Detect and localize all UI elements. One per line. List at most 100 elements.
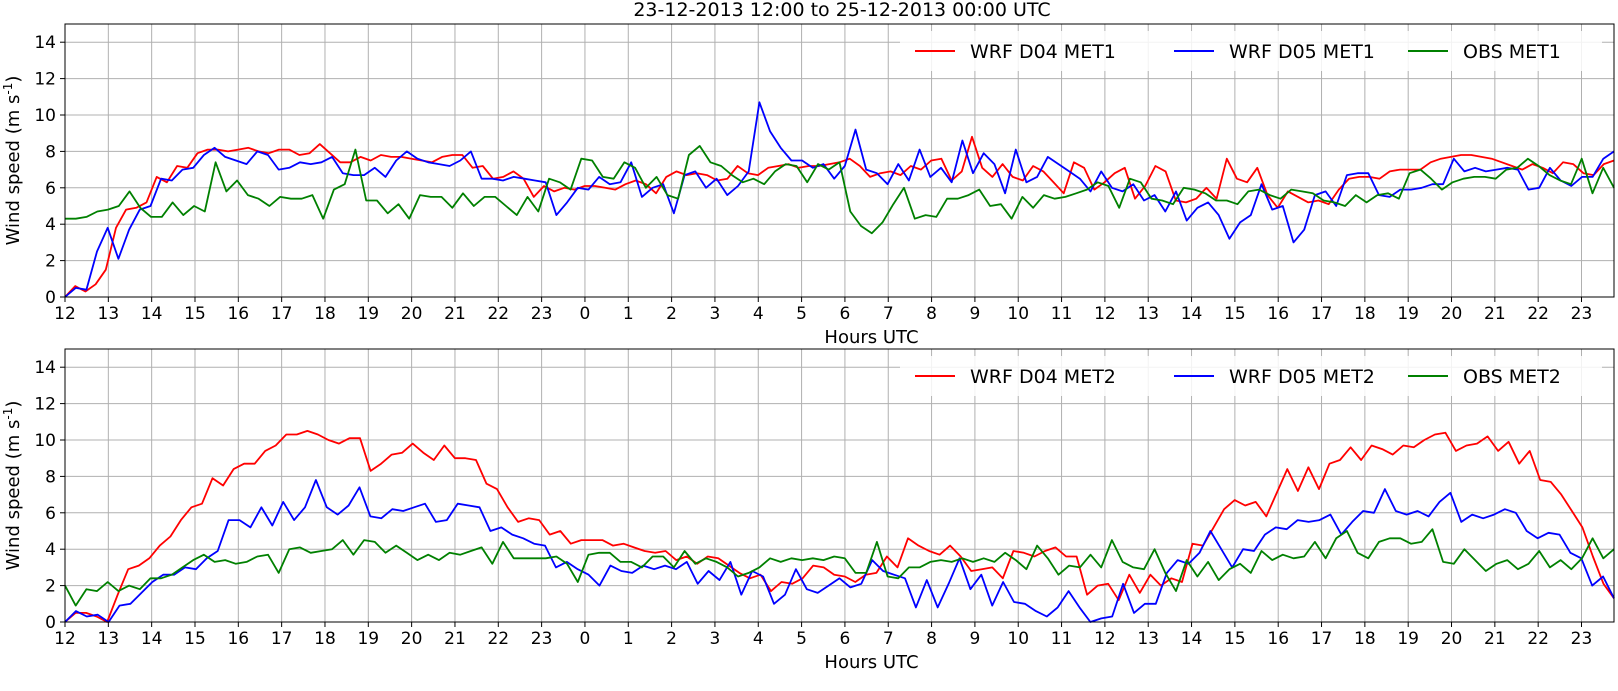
x-tick-label: 10	[1007, 304, 1029, 324]
y-axis-label: Wind speed (m s-1)	[1, 401, 24, 571]
y-tick-label: 6	[45, 504, 56, 524]
x-tick-label: 5	[796, 629, 807, 649]
x-tick-label: 0	[580, 629, 591, 649]
x-tick-label: 18	[314, 304, 336, 324]
x-tick-label: 17	[271, 304, 293, 324]
x-tick-label: 13	[1137, 304, 1159, 324]
x-tick-label: 13	[98, 629, 120, 649]
x-tick-label: 22	[1527, 304, 1549, 324]
x-tick-label: 6	[840, 629, 851, 649]
x-tick-label: 9	[969, 304, 980, 324]
x-tick-label: 15	[184, 629, 206, 649]
y-tick-label: 10	[34, 431, 56, 451]
y-tick-label: 8	[45, 142, 56, 162]
y-tick-label: 6	[45, 179, 56, 199]
x-axis-label: Hours UTC	[824, 327, 918, 348]
x-tick-label: 20	[1441, 629, 1463, 649]
y-tick-label: 8	[45, 467, 56, 487]
y-tick-label: 12	[34, 395, 56, 415]
y-tick-label: 12	[34, 70, 56, 90]
x-tick-label: 13	[1137, 629, 1159, 649]
legend-label-3: OBS MET2	[1463, 366, 1561, 388]
legend: WRF D04 MET1 WRF D05 MET1 OBS MET1	[900, 31, 1602, 71]
x-tick-label: 21	[444, 304, 466, 324]
x-tick-label: 23	[531, 629, 553, 649]
x-tick-label: 9	[969, 629, 980, 649]
x-tick-label: 12	[54, 304, 76, 324]
x-tick-label: 2	[666, 304, 677, 324]
x-tick-label: 19	[357, 304, 379, 324]
x-tick-label: 15	[1224, 304, 1246, 324]
x-tick-label: 22	[1527, 629, 1549, 649]
plot-frame	[64, 23, 1615, 298]
x-tick-label: 1	[623, 629, 634, 649]
x-tick-label: 0	[580, 304, 591, 324]
legend-label-1: WRF D04 MET2	[970, 366, 1116, 388]
x-tick-label: 11	[1051, 304, 1073, 324]
x-tick-label: 23	[531, 304, 553, 324]
x-tick-label: 1	[623, 304, 634, 324]
x-tick-label: 5	[796, 304, 807, 324]
y-tick-label: 4	[45, 215, 56, 235]
x-tick-label: 18	[1354, 629, 1376, 649]
legend-label-2: WRF D05 MET1	[1229, 41, 1375, 63]
x-tick-label: 4	[753, 304, 764, 324]
x-tick-label: 21	[444, 629, 466, 649]
x-tick-label: 12	[54, 629, 76, 649]
series-line-3	[64, 528, 1615, 607]
x-tick-label: 20	[401, 629, 423, 649]
x-tick-label: 8	[926, 629, 937, 649]
x-tick-label: 17	[1311, 629, 1333, 649]
plot-frame	[64, 348, 1615, 623]
x-tick-label: 2	[666, 629, 677, 649]
x-tick-label: 4	[753, 629, 764, 649]
x-tick-label: 6	[840, 304, 851, 324]
y-tick-label: 14	[34, 358, 56, 378]
x-tick-label: 14	[1181, 629, 1203, 649]
x-tick-label: 16	[227, 304, 249, 324]
legend-label-1: WRF D04 MET1	[970, 41, 1116, 63]
x-tick-label: 20	[401, 304, 423, 324]
x-tick-label: 17	[1311, 304, 1333, 324]
x-tick-label: 15	[1224, 629, 1246, 649]
x-tick-label: 23	[1571, 629, 1593, 649]
x-tick-label: 12	[1094, 304, 1116, 324]
x-tick-label: 19	[357, 629, 379, 649]
legend-label-3: OBS MET1	[1463, 41, 1561, 63]
x-tick-label: 14	[141, 629, 163, 649]
y-tick-label: 14	[34, 33, 56, 53]
panel-met1: 12 13 14 15 16 17 18 19 20 21 22 23 0 1 2 3 4 5 6 7 8 9 10 11 12…	[1, 23, 1615, 348]
y-tick-label: 0	[45, 288, 56, 308]
x-tick-label: 19	[1397, 304, 1419, 324]
x-tick-label: 19	[1397, 629, 1419, 649]
y-tick-label: 2	[45, 252, 56, 272]
y-axis-label: Wind speed (m s-1)	[1, 76, 24, 246]
legend-label-2: WRF D05 MET2	[1229, 366, 1375, 388]
x-tick-label: 16	[1267, 304, 1289, 324]
figure-title: 23-12-2013 12:00 to 25-12-2013 00:00 UTC	[633, 0, 1050, 21]
x-tick-label: 22	[487, 304, 509, 324]
x-tick-label: 21	[1484, 629, 1506, 649]
x-tick-label: 14	[1181, 304, 1203, 324]
x-tick-label: 11	[1051, 629, 1073, 649]
legend-box	[900, 356, 1602, 396]
series-line-3	[65, 144, 1615, 235]
x-tick-label: 16	[227, 629, 249, 649]
x-tick-label: 3	[710, 629, 721, 649]
legend: WRF D04 MET2 WRF D05 MET2 OBS MET2	[900, 356, 1602, 396]
x-tick-label: 18	[314, 629, 336, 649]
x-tick-label: 10	[1007, 629, 1029, 649]
legend-box	[900, 31, 1602, 71]
panel-met2: 12 13 14 15 16 17 18 19 20 21 22 23 0 1 2 3 4 5 6 7 8 9 10 11 12…	[1, 348, 1615, 673]
x-tick-label: 22	[487, 629, 509, 649]
x-tick-label: 15	[184, 304, 206, 324]
x-tick-label: 7	[883, 304, 894, 324]
y-tick-label: 0	[45, 613, 56, 633]
x-tick-label: 13	[98, 304, 120, 324]
x-tick-label: 17	[271, 629, 293, 649]
x-tick-label: 18	[1354, 304, 1376, 324]
y-tick-label: 2	[45, 577, 56, 597]
x-tick-label: 21	[1484, 304, 1506, 324]
